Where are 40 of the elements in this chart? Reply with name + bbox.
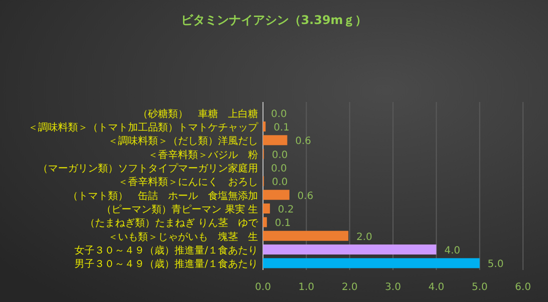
y-tick-label: （マーガリン類）ソフトタイプマーガリン家庭用	[38, 162, 258, 174]
data-label: 0.0	[272, 177, 288, 188]
bar	[263, 217, 267, 228]
x-tick-label: 6.0	[515, 282, 531, 293]
data-label: 0.2	[278, 204, 294, 216]
data-label: 2.0	[356, 232, 372, 243]
y-tick-label: 男子３０～４９（歳）推進量/１食あたり	[74, 258, 258, 270]
data-label: 0.0	[271, 164, 287, 174]
y-tick-label: （砂糖類） 車糖 上白糖	[138, 108, 258, 120]
chart-title: ビタミンナイアシン（3.39mｇ）	[180, 13, 368, 27]
bar	[263, 122, 266, 132]
y-tick-label: （たまねぎ類）たまねぎ りん茎 ゆで	[84, 217, 259, 230]
data-label: 0.6	[295, 136, 312, 148]
x-tick-label: 1.0	[298, 282, 314, 293]
bar	[263, 244, 436, 254]
data-label: 0.6	[297, 190, 314, 202]
y-tick-label: ＜いも類＞じゃがいも 塊茎 生	[108, 230, 258, 243]
data-label: 4.0	[444, 246, 460, 256]
data-label: 5.0	[488, 259, 504, 270]
bar	[263, 190, 290, 200]
y-tick-label: （ピーマン類）青ピーマン 果実 生	[102, 204, 258, 216]
y-tick-label: ＜調味料類＞（だし類）洋風だし	[108, 135, 258, 148]
x-tick-label: 4.0	[428, 282, 444, 293]
x-tick-label: 2.0	[342, 282, 358, 293]
y-tick-label: ＜調味料類＞（トマト加工品類）トマトケチャップ	[28, 122, 259, 134]
x-tick-label: 3.0	[385, 282, 401, 293]
x-tick-label: 0.0	[255, 282, 271, 293]
bar	[263, 258, 480, 268]
y-tick-label: 女子３０～４９（歳）推進量/１食あたり	[74, 244, 258, 256]
bar	[263, 204, 270, 214]
y-tick-label: ＜香辛料類＞にんにく おろし	[118, 176, 258, 188]
data-label: 0.1	[274, 122, 290, 134]
data-label: 0.1	[274, 218, 291, 230]
y-tick-label: （トマト類） 缶詰 ホール 食塩無添加	[68, 190, 258, 202]
x-tick-label: 5.0	[472, 282, 488, 293]
y-tick-label: ＜香辛料類＞バジル 粉	[148, 148, 258, 161]
data-label: 0.0	[271, 108, 287, 120]
bar	[263, 135, 288, 146]
data-label: 0.0	[272, 150, 288, 161]
bar	[263, 230, 348, 241]
